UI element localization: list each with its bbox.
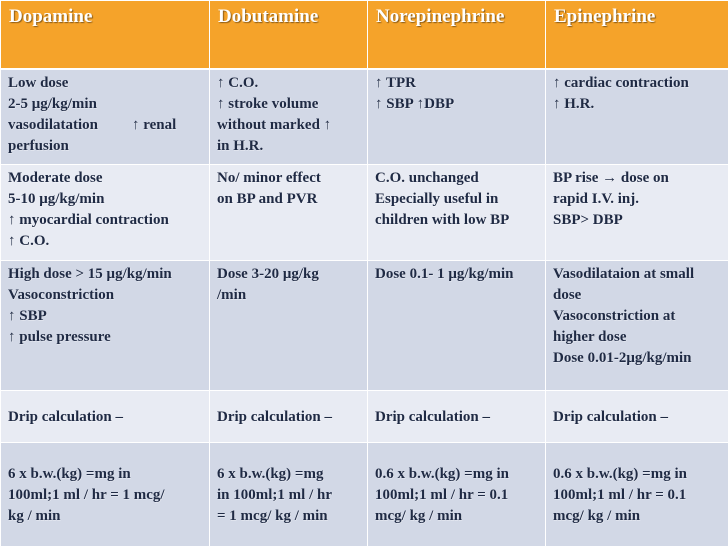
- cell-line: 5-10 μg/kg/min: [8, 189, 203, 210]
- cell-epinephrine-formula: 0.6 x b.w.(kg) =mg in 100ml;1 ml / hr = …: [546, 443, 728, 547]
- header-dopamine: Dopamine: [1, 1, 210, 69]
- header-row: Dopamine Dobutamine Norepinephrine Epine…: [1, 1, 728, 69]
- cell-line: vasodilatation ↑ renal: [8, 115, 203, 136]
- cell-line: ↑ cardiac contraction: [553, 73, 722, 94]
- cell-line: Drip calculation –: [553, 407, 722, 428]
- cell-text: ↑ renal: [132, 117, 176, 133]
- cell-norepinephrine-low-dose: ↑ TPR ↑ SBP ↑DBP: [368, 69, 546, 165]
- cell-norepinephrine-formula: 0.6 x b.w.(kg) =mg in 100ml;1 ml / hr = …: [368, 443, 546, 547]
- cell-line: 6 x b.w.(kg) =mg: [217, 464, 361, 485]
- cell-line: 100ml;1 ml / hr = 0.1: [375, 485, 539, 506]
- cell-norepinephrine-high-dose: Dose 0.1- 1 μg/kg/min: [368, 261, 546, 391]
- cell-epinephrine-low-dose: ↑ cardiac contraction ↑ H.R.: [546, 69, 728, 165]
- cell-epinephrine-high-dose: Vasodilataion at small dose Vasoconstric…: [546, 261, 728, 391]
- cell-line: mcg/ kg / min: [553, 506, 722, 527]
- cell-line: Drip calculation –: [8, 407, 203, 428]
- cell-line: 100ml;1 ml / hr = 1 mcg/: [8, 485, 203, 506]
- cell-dobutamine-moderate-dose: No/ minor effect on BP and PVR: [210, 165, 368, 261]
- cell-line: mcg/ kg / min: [375, 506, 539, 527]
- cell-line: higher dose: [553, 327, 722, 348]
- cell-line: 100ml;1 ml / hr = 0.1: [553, 485, 722, 506]
- cell-line: in H.R.: [217, 136, 361, 157]
- cell-epinephrine-moderate-dose: BP rise → dose on rapid I.V. inj. SBP> D…: [546, 165, 728, 261]
- table-row-high-dose: High dose > 15 μg/kg/min Vasoconstrictio…: [1, 261, 728, 391]
- table-row-formula: 6 x b.w.(kg) =mg in 100ml;1 ml / hr = 1 …: [1, 443, 728, 547]
- cell-line: Drip calculation –: [217, 407, 361, 428]
- header-epinephrine: Epinephrine: [546, 1, 728, 69]
- cell-dopamine-low-dose: Low dose 2-5 μg/kg/min vasodilatation ↑ r…: [1, 69, 210, 165]
- cell-text: vasodilatation: [8, 117, 98, 133]
- cell-line: Drip calculation –: [375, 407, 539, 428]
- cell-line: Vasoconstriction: [8, 285, 203, 306]
- cell-line: perfusion: [8, 136, 203, 157]
- cell-line: /min: [217, 285, 361, 306]
- cell-line: kg / min: [8, 506, 203, 527]
- cell-line: 0.6 x b.w.(kg) =mg in: [375, 464, 539, 485]
- cell-line: Dose 0.01-2μg/kg/min: [553, 348, 722, 369]
- cell-line: No/ minor effect: [217, 168, 361, 189]
- cell-dopamine-drip: Drip calculation –: [1, 391, 210, 443]
- table-row-moderate-dose: Moderate dose 5-10 μg/kg/min ↑ myocardia…: [1, 165, 728, 261]
- cell-line: High dose > 15 μg/kg/min: [8, 264, 203, 285]
- cell-line: ↑ SBP: [8, 306, 203, 327]
- cell-line: 0.6 x b.w.(kg) =mg in: [553, 464, 722, 485]
- header-norepinephrine: Norepinephrine: [368, 1, 546, 69]
- cell-line: Dose 3-20 μg/kg: [217, 264, 361, 285]
- cell-line: ↑ H.R.: [553, 94, 722, 115]
- cell-line: ↑ SBP ↑DBP: [375, 94, 539, 115]
- cell-dopamine-high-dose: High dose > 15 μg/kg/min Vasoconstrictio…: [1, 261, 210, 391]
- cell-line: Vasoconstriction at: [553, 306, 722, 327]
- header-dobutamine: Dobutamine: [210, 1, 368, 69]
- table-row-low-dose: Low dose 2-5 μg/kg/min vasodilatation ↑ r…: [1, 69, 728, 165]
- cell-line: Dose 0.1- 1 μg/kg/min: [375, 264, 539, 285]
- cell-line: dose: [553, 285, 722, 306]
- cell-dobutamine-drip: Drip calculation –: [210, 391, 368, 443]
- cell-line: Moderate dose: [8, 168, 203, 189]
- cell-line: on BP and PVR: [217, 189, 361, 210]
- cell-line: ↑ C.O.: [8, 231, 203, 252]
- cell-line: ↑ myocardial contraction: [8, 210, 203, 231]
- cell-line: Especially useful in: [375, 189, 539, 210]
- cell-line: C.O. unchanged: [375, 168, 539, 189]
- cell-line: 6 x b.w.(kg) =mg in: [8, 464, 203, 485]
- cell-dobutamine-formula: 6 x b.w.(kg) =mg in 100ml;1 ml / hr = 1 …: [210, 443, 368, 547]
- cell-line: ↑ C.O.: [217, 73, 361, 94]
- cell-line: Low dose: [8, 73, 203, 94]
- cell-line: BP rise → dose on: [553, 168, 722, 189]
- cell-dobutamine-high-dose: Dose 3-20 μg/kg /min: [210, 261, 368, 391]
- cell-dopamine-moderate-dose: Moderate dose 5-10 μg/kg/min ↑ myocardia…: [1, 165, 210, 261]
- cell-line: = 1 mcg/ kg / min: [217, 506, 361, 527]
- cell-line: in 100ml;1 ml / hr: [217, 485, 361, 506]
- cell-line: ↑ TPR: [375, 73, 539, 94]
- cell-line: rapid I.V. inj.: [553, 189, 722, 210]
- cell-line: SBP> DBP: [553, 210, 722, 231]
- cell-epinephrine-drip: Drip calculation –: [546, 391, 728, 443]
- table-row-drip-calculation: Drip calculation – Drip calculation – Dr…: [1, 391, 728, 443]
- cell-line: ↑ pulse pressure: [8, 327, 203, 348]
- cell-line: 2-5 μg/kg/min: [8, 94, 203, 115]
- cell-line: Vasodilataion at small: [553, 264, 722, 285]
- cell-norepinephrine-moderate-dose: C.O. unchanged Especially useful in chil…: [368, 165, 546, 261]
- cell-norepinephrine-drip: Drip calculation –: [368, 391, 546, 443]
- cell-line: ↑ stroke volume: [217, 94, 361, 115]
- cell-dopamine-formula: 6 x b.w.(kg) =mg in 100ml;1 ml / hr = 1 …: [1, 443, 210, 547]
- cell-dobutamine-low-dose: ↑ C.O. ↑ stroke volume without marked ↑ …: [210, 69, 368, 165]
- cell-line: without marked ↑: [217, 115, 361, 136]
- cell-line: children with low BP: [375, 210, 539, 231]
